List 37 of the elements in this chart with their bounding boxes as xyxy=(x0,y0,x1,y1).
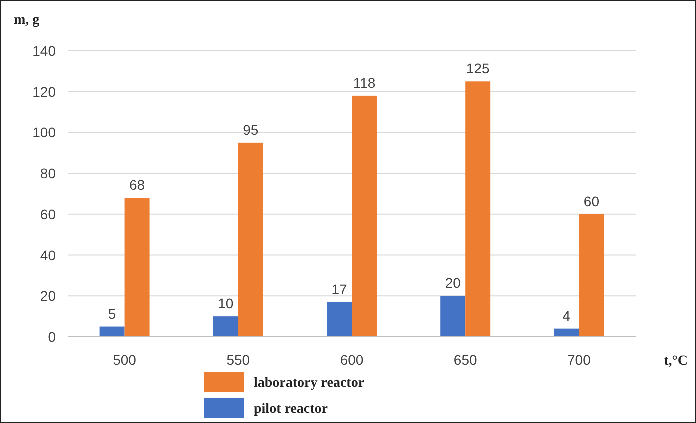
data-label: 95 xyxy=(243,122,259,138)
bar xyxy=(124,198,150,337)
x-tick-label: 650 xyxy=(454,352,478,368)
data-label: 118 xyxy=(353,74,376,91)
bar xyxy=(352,96,377,337)
y-tick-label: 20 xyxy=(40,288,56,304)
x-tick-label: 600 xyxy=(340,352,364,368)
y-tick-label: 140 xyxy=(32,43,56,59)
x-tick-label: 500 xyxy=(113,352,137,368)
data-label: 60 xyxy=(584,193,600,210)
x-tick-label: 700 xyxy=(568,352,592,368)
y-tick-label: 40 xyxy=(40,247,56,264)
bar xyxy=(466,82,491,337)
x-axis-title: t,°C xyxy=(664,354,688,369)
data-label: 20 xyxy=(445,275,462,292)
y-axis-title: m, g xyxy=(14,13,40,28)
legend-label: laboratory reactor xyxy=(254,376,365,391)
bar xyxy=(327,302,352,337)
data-label: 5 xyxy=(108,306,116,322)
bar xyxy=(554,328,580,337)
data-label: 4 xyxy=(562,308,571,324)
bar xyxy=(579,214,604,337)
data-label: 17 xyxy=(332,281,348,298)
y-tick-label: 0 xyxy=(48,329,56,345)
y-tick-label: 60 xyxy=(40,206,56,222)
x-tick-label: 550 xyxy=(226,352,250,368)
data-label: 125 xyxy=(466,60,490,77)
bar xyxy=(238,142,264,337)
bar xyxy=(100,326,125,337)
data-label: 68 xyxy=(130,177,146,194)
y-tick-label: 80 xyxy=(40,166,56,182)
legend-label: pilot reactor xyxy=(254,402,328,417)
y-tick-label: 100 xyxy=(32,124,56,141)
y-tick-label: 120 xyxy=(32,84,56,100)
bar xyxy=(440,296,466,337)
bar xyxy=(213,316,238,337)
data-label: 10 xyxy=(218,296,234,312)
